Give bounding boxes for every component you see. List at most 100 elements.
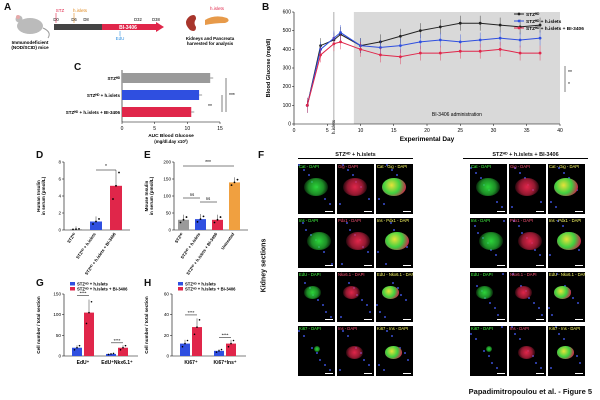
y-tick-label: 6 <box>58 177 61 182</box>
scale-bar <box>575 211 583 212</box>
micrograph-label: Ins - DAPI <box>510 326 530 331</box>
nucleus-dot <box>404 352 406 354</box>
sig-label: **** <box>188 310 195 315</box>
micrograph-label: Gig - DAPI <box>510 164 531 169</box>
nucleus-dot <box>349 229 351 231</box>
nucleus-dot <box>339 369 341 371</box>
nucleus-dot <box>563 338 565 340</box>
bar-2 <box>212 219 223 230</box>
nucleus-dot <box>303 335 305 337</box>
nucleus-dot <box>407 359 409 361</box>
y-tick-label: 0 <box>58 354 61 359</box>
nucleus-dot <box>386 164 388 166</box>
scale-bar <box>403 211 411 212</box>
micrograph-g2-r3-c3: EdU - Nkx6.1 - DAPI <box>548 272 585 322</box>
tissue-signal <box>304 286 321 299</box>
x-tick-label: 30 <box>491 128 497 134</box>
panel-g-label: G <box>36 278 44 289</box>
nucleus-dot <box>308 174 310 176</box>
nucleus-dot <box>383 369 385 371</box>
nucleus-dot <box>490 249 492 251</box>
micrograph-g1-r3-c2: Nkx6.1 - DAPI <box>337 272 374 322</box>
legend-label: STZᴴᴰ + h.islets + BI-3406 <box>526 26 584 32</box>
tissue-signal <box>557 346 574 359</box>
nucleus-dot <box>298 164 300 166</box>
data-point <box>399 44 402 47</box>
x-axis-label: Experimental Day <box>400 136 455 143</box>
data-dot <box>92 223 94 225</box>
micrograph-label: Gig - DAPI <box>338 164 359 169</box>
scale-bar <box>403 373 411 374</box>
data-point <box>478 21 482 25</box>
data-dot <box>182 218 185 221</box>
data-point <box>538 36 542 40</box>
nucleus-dot <box>491 362 493 364</box>
panel-h-bar-chart: 0 20 40 60 Cell number / total section **** Ki… <box>144 281 246 366</box>
micrograph-label: Ins - DAPI <box>299 218 319 223</box>
y-tick-label: 500 <box>283 28 292 34</box>
nucleus-dot <box>563 172 565 174</box>
legend-label: STZᴴᴰ + h.islets <box>526 19 562 25</box>
y-tick-label: 150 <box>53 292 61 297</box>
bar-0-0 <box>72 347 82 356</box>
nucleus-dot <box>541 314 543 316</box>
micrograph-g1-r1-c2: Gig - DAPI <box>337 164 374 214</box>
micrograph-g2-r4-c3: Ki67 - Ins - DAPI <box>548 326 585 376</box>
micrograph-label: Pdx1 - DAPI <box>510 218 534 223</box>
x-tick-label: 25 <box>457 128 463 134</box>
nucleus-dot <box>339 203 341 205</box>
legend-marker <box>517 19 521 23</box>
micrograph-label: Ki67 - DAPI <box>299 326 321 331</box>
scale-bar <box>364 373 372 374</box>
data-dot <box>88 311 90 314</box>
x-axis-label-2: (mg/dl.day x10³) <box>154 139 188 144</box>
sig-c-1: *** <box>229 93 235 99</box>
category-label: STZᴴᴰ + h.islets <box>75 231 97 260</box>
micrograph-label: Pdx1 - DAPI <box>338 218 362 223</box>
tissue-signal <box>554 178 578 196</box>
bar-1 <box>90 221 102 230</box>
y-axis-label: Human Insulin <box>36 180 41 212</box>
scale-bar <box>536 211 544 212</box>
figure-caption: Papadimitropoulou et al. - Figure 5 <box>468 387 592 396</box>
data-dot <box>73 349 76 351</box>
data-point <box>538 23 542 27</box>
scale-bar <box>403 319 411 320</box>
micrograph-g2-r4-c2: Ins - DAPI <box>509 326 546 376</box>
data-dot <box>230 184 233 187</box>
nucleus-dot <box>480 177 482 179</box>
data-dot <box>110 353 112 355</box>
nucleus-dot <box>513 220 515 222</box>
data-dot <box>220 348 223 351</box>
micrograph-g2-r2-c1: Ins - DAPI <box>470 218 507 268</box>
nucleus-dot <box>361 299 363 301</box>
nucleus-dot <box>341 263 343 265</box>
data-point <box>418 51 422 55</box>
x-tick-label: 15 <box>217 126 223 132</box>
nucleus-dot <box>555 206 557 208</box>
legend-marker <box>517 26 521 30</box>
data-dot <box>181 345 184 348</box>
y-tick-label: 8 <box>58 160 61 165</box>
nucleus-dot <box>501 206 503 208</box>
data-point <box>498 23 502 27</box>
nucleus-dot <box>391 169 393 171</box>
micrograph-g2-r1-c2: Gig - DAPI <box>509 164 546 214</box>
nucleus-dot <box>347 335 349 337</box>
data-dot <box>196 326 198 328</box>
bar-2 <box>110 185 122 230</box>
data-point <box>458 21 462 25</box>
y-axis-label-2: in serum (pmol/L) <box>149 176 154 215</box>
category-label: STZᴴᴰ <box>107 76 120 81</box>
data-point <box>359 47 362 51</box>
legend-label: STZᴴᴰ + h.islets <box>185 281 217 286</box>
y-axis-label: Mouse Insulin <box>144 180 149 211</box>
micrograph-g2-r2-c2: Pdx1 - DAPI <box>509 218 546 268</box>
nucleus-dot <box>383 203 385 205</box>
nucleus-dot <box>572 297 574 299</box>
data-point <box>498 47 502 51</box>
panel-b-line-chart: BI-3406 administrationh.islets0100200300… <box>266 10 584 144</box>
nucleus-dot <box>329 369 331 371</box>
series-line-1 <box>306 31 541 106</box>
timeline-bar-drug <box>102 24 156 30</box>
